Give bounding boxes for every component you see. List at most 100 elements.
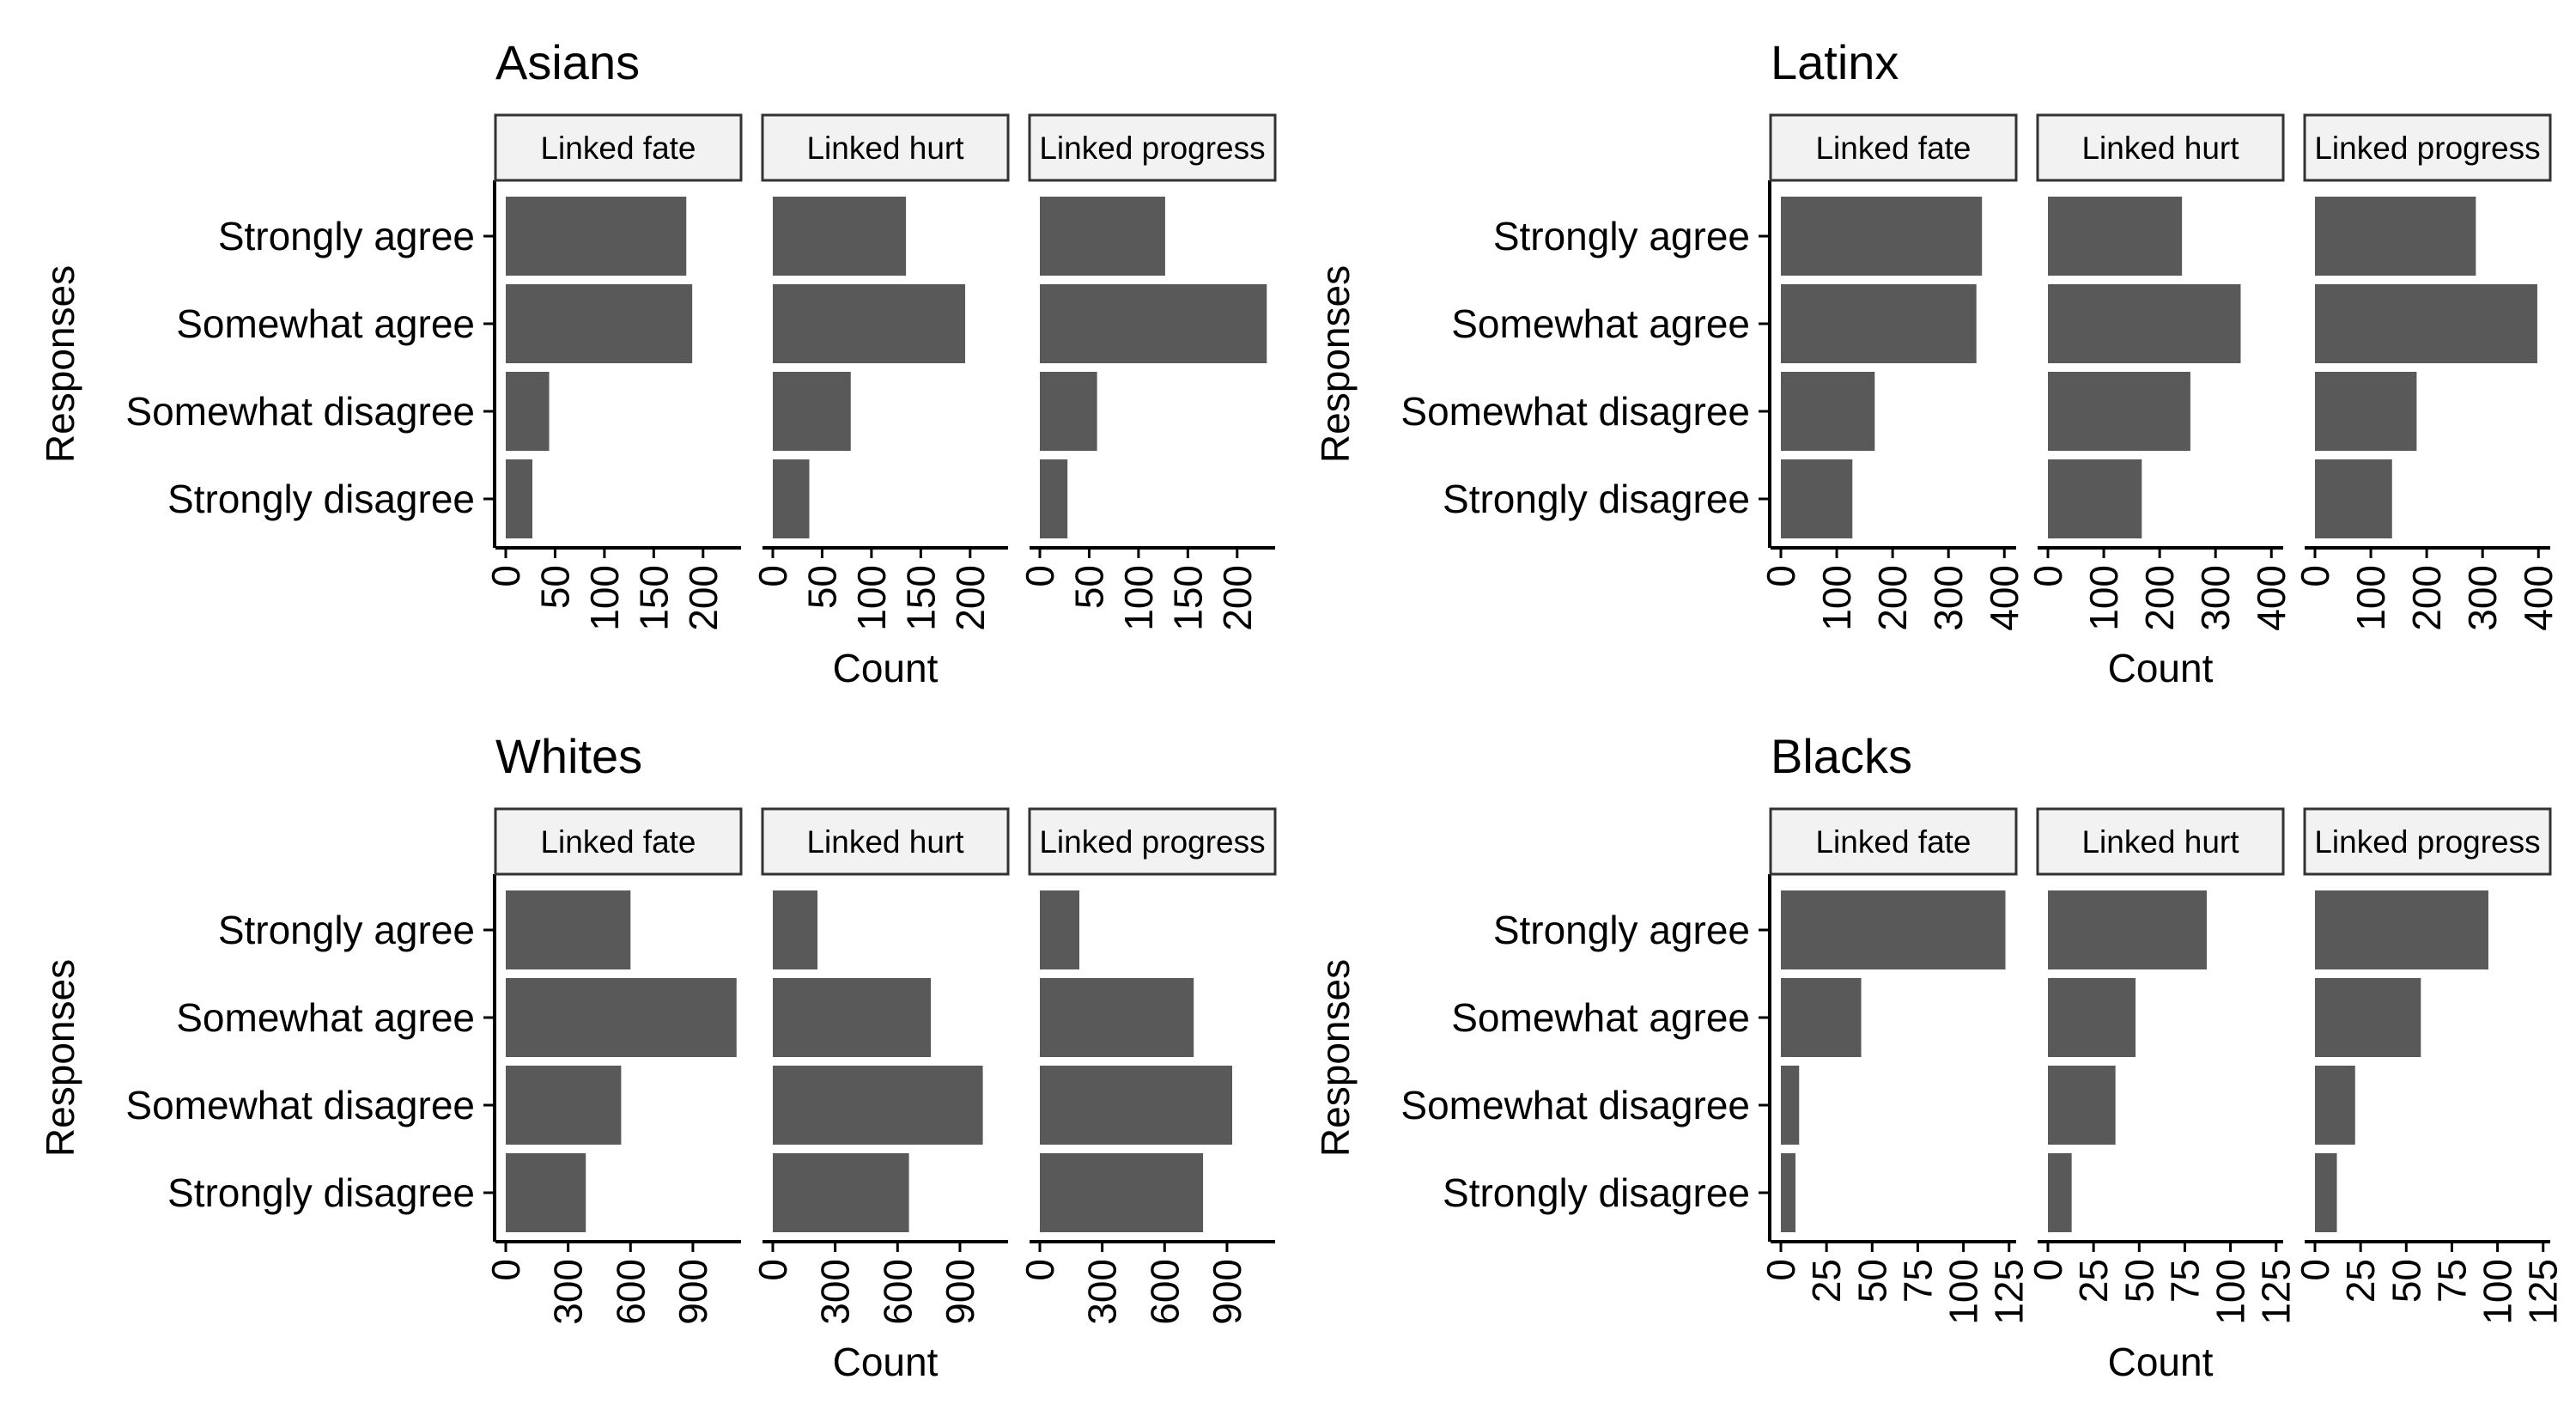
chart-panel: Asians Responses Strongly agree Somewhat ag… <box>38 35 1277 690</box>
facet-label: Linked hurt <box>806 131 964 166</box>
x-tick-label: 200 <box>948 565 993 631</box>
facet: Linked progress 0 50 100 150 200 <box>1018 113 1277 631</box>
x-tick-label: 400 <box>2249 565 2293 631</box>
x-tick-label: 100 <box>2476 1259 2520 1325</box>
bar <box>2315 372 2417 451</box>
x-tick-label: 0 <box>1018 565 1062 587</box>
chart-panel: Latinx Responses Strongly agree Somewhat ag… <box>1313 35 2561 690</box>
bar <box>506 1066 622 1145</box>
facet-label: Linked progress <box>1039 824 1265 860</box>
facet: Linked hurt 0 25 50 75 100 125 <box>2026 807 2299 1325</box>
x-tick-label: 200 <box>2404 565 2449 631</box>
x-tick-label: 100 <box>2081 565 2126 631</box>
facet-strip <box>1769 113 2018 182</box>
bar <box>773 1153 909 1232</box>
x-tick-label: 200 <box>1870 565 1915 631</box>
x-tick-label: 400 <box>1982 565 2026 631</box>
x-tick-label: 300 <box>2460 565 2505 631</box>
x-tick-label: 125 <box>1987 1259 2032 1325</box>
chart-title: Whites <box>495 729 642 783</box>
x-tick-label: 0 <box>2293 1259 2337 1281</box>
x-tick-label: 600 <box>1142 1259 1187 1325</box>
y-axis-title: Responses <box>1313 959 1358 1157</box>
bar <box>1040 1153 1204 1232</box>
facet-label: Linked fate <box>540 824 696 860</box>
bar <box>2315 197 2476 276</box>
x-tick-label: 400 <box>2516 565 2561 631</box>
bar <box>1040 890 1080 969</box>
x-axis-title: Count <box>833 1340 939 1384</box>
x-tick-label: 600 <box>608 1259 653 1325</box>
bar <box>2315 1066 2355 1145</box>
y-tick-label: Strongly agree <box>1493 214 1750 258</box>
facet-label: Linked hurt <box>806 824 964 860</box>
bar <box>773 459 810 538</box>
x-tick-label: 0 <box>1759 565 1803 587</box>
y-tick-label: Strongly agree <box>218 214 475 258</box>
x-tick-label: 125 <box>2521 1259 2566 1325</box>
x-axis-title: Count <box>2108 646 2214 690</box>
x-tick-label: 0 <box>2026 565 2070 587</box>
bar <box>1781 459 1853 538</box>
x-tick-label: 0 <box>483 1259 528 1281</box>
x-tick-label: 0 <box>2026 1259 2070 1281</box>
bar <box>506 978 737 1057</box>
bar <box>773 197 907 276</box>
facet-label: Linked progress <box>1039 131 1265 166</box>
facet: Linked hurt 0 50 100 150 200 <box>750 113 1010 631</box>
x-tick-label: 0 <box>2293 565 2337 587</box>
x-tick-label: 50 <box>799 565 844 609</box>
y-axis-title: Responses <box>38 959 82 1157</box>
x-tick-label: 300 <box>813 1259 858 1325</box>
facet-strip <box>2303 807 2552 876</box>
x-tick-label: 150 <box>898 565 943 631</box>
x-tick-label: 75 <box>2429 1259 2474 1303</box>
x-axis-title: Count <box>833 646 939 690</box>
facet-strip <box>1769 807 2018 876</box>
bar <box>506 459 533 538</box>
facet-strip <box>2036 113 2285 182</box>
bar <box>2315 1153 2337 1232</box>
x-tick-label: 50 <box>2117 1259 2161 1303</box>
x-tick-label: 100 <box>1941 1259 1986 1325</box>
bar <box>2048 890 2207 969</box>
y-tick-label: Strongly agree <box>218 908 475 952</box>
y-axis-title: Responses <box>1313 265 1358 463</box>
bar <box>2048 1153 2072 1232</box>
x-tick-label: 900 <box>938 1259 982 1325</box>
facet: Linked hurt 0 300 600 900 <box>750 807 1010 1325</box>
bar <box>506 197 687 276</box>
facet-label: Linked fate <box>540 131 696 166</box>
x-tick-label: 300 <box>1080 1259 1125 1325</box>
facet-label: Linked hurt <box>2081 131 2239 166</box>
y-tick-label: Somewhat agree <box>176 995 475 1040</box>
bar <box>2315 978 2421 1057</box>
x-tick-label: 300 <box>2193 565 2238 631</box>
bar <box>773 284 966 363</box>
x-tick-label: 0 <box>1759 1259 1803 1281</box>
x-tick-label: 75 <box>2162 1259 2207 1303</box>
x-tick-label: 200 <box>2137 565 2182 631</box>
y-tick-label: Strongly agree <box>1493 908 1750 952</box>
bar <box>2048 372 2190 451</box>
x-tick-label: 125 <box>2254 1259 2299 1325</box>
x-tick-label: 25 <box>2071 1259 2116 1303</box>
bar <box>773 372 851 451</box>
x-tick-label: 100 <box>582 565 627 631</box>
bar <box>1040 1066 1232 1145</box>
x-tick-label: 150 <box>631 565 676 631</box>
x-tick-label: 100 <box>849 565 894 631</box>
y-tick-label: Somewhat agree <box>1451 995 1750 1040</box>
facet-strip <box>494 807 743 876</box>
bar <box>2048 459 2142 538</box>
facet-label: Linked progress <box>2314 131 2540 166</box>
facet: Linked progress 0 100 200 300 400 <box>2293 113 2561 631</box>
x-tick-label: 900 <box>1205 1259 1249 1325</box>
x-tick-label: 25 <box>1804 1259 1849 1303</box>
y-tick-label: Somewhat disagree <box>125 389 475 434</box>
chart-title: Asians <box>495 35 640 89</box>
x-tick-label: 150 <box>1165 565 1210 631</box>
facet: Linked fate 0 25 50 75 100 125 <box>1759 807 2032 1325</box>
y-tick-label: Somewhat agree <box>1451 301 1750 346</box>
